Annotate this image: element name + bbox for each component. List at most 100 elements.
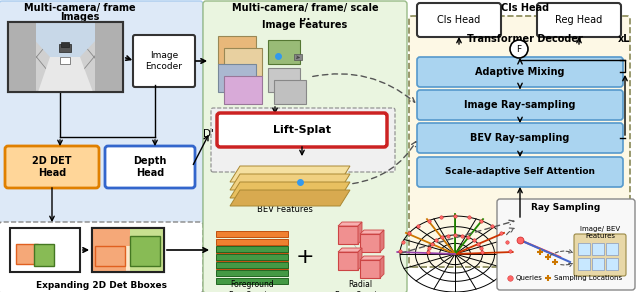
Text: BEV Features: BEV Features [257,206,313,215]
Text: Reg Head: Reg Head [556,15,603,25]
Bar [578,243,590,255]
Bar [224,76,262,104]
Bar [95,246,125,266]
Bar [92,228,164,272]
Text: Sampling Locations: Sampling Locations [554,275,622,281]
Text: Depth
Head: Depth Head [133,156,166,178]
Polygon shape [230,174,350,190]
Bar [8,22,123,92]
Text: Cls Head: Cls Head [437,15,481,25]
FancyBboxPatch shape [417,90,623,120]
Bar [216,263,288,269]
Text: Images: Images [60,12,100,22]
Polygon shape [18,22,113,57]
Bar [216,278,288,284]
Polygon shape [358,248,362,270]
Bar [268,68,300,92]
FancyBboxPatch shape [203,1,407,292]
Bar [578,258,590,270]
Polygon shape [230,182,350,198]
Bar [216,239,288,245]
Polygon shape [360,230,384,234]
Bar [360,260,380,278]
FancyBboxPatch shape [217,113,387,147]
Polygon shape [358,222,362,244]
Text: Image Ray-sampling: Image Ray-sampling [464,100,576,110]
FancyBboxPatch shape [574,234,626,276]
Text: ...: ... [300,12,310,22]
Polygon shape [380,256,384,278]
Text: xL: xL [618,34,630,44]
Bar [16,244,38,264]
FancyBboxPatch shape [105,146,195,188]
FancyBboxPatch shape [417,157,623,187]
Bar [216,247,288,253]
Text: F: F [516,44,522,53]
Text: Multi-camera/ frame/ scale: Multi-camera/ frame/ scale [232,3,378,13]
Bar [10,228,80,272]
Text: Radial
Base Queries: Radial Base Queries [335,280,385,292]
Text: Adaptive Mixing: Adaptive Mixing [476,67,564,77]
Bar [606,258,618,270]
Text: BEV Ray-sampling: BEV Ray-sampling [470,133,570,143]
Text: Lift-Splat: Lift-Splat [273,125,331,135]
Bar [218,64,256,92]
FancyBboxPatch shape [417,3,501,37]
Text: Foreground
Ray Queries: Foreground Ray Queries [229,280,275,292]
Circle shape [510,40,528,58]
Bar [92,228,164,246]
Text: 2D DET
Head: 2D DET Head [32,156,72,178]
Bar [218,36,256,64]
Bar [274,80,306,104]
FancyBboxPatch shape [0,222,203,292]
FancyBboxPatch shape [211,108,395,172]
Bar [216,231,288,237]
Bar [294,54,302,60]
Bar [216,270,288,276]
Bar [60,57,70,64]
FancyBboxPatch shape [133,35,195,87]
Bar [92,228,126,272]
Bar [360,234,380,252]
FancyBboxPatch shape [497,199,635,290]
Polygon shape [338,248,362,252]
Bar [59,44,71,52]
Bar [8,22,123,92]
Text: Queries: Queries [516,275,543,281]
Text: Image
Encoder: Image Encoder [145,51,182,71]
Bar [34,244,54,266]
Text: Transformer Decoder: Transformer Decoder [467,34,583,44]
Bar [216,262,288,268]
Bar [606,243,618,255]
Polygon shape [38,57,93,92]
FancyBboxPatch shape [417,123,623,153]
Bar [216,254,288,260]
Bar [130,228,164,272]
Bar [61,42,69,47]
Text: Ray Sampling: Ray Sampling [531,204,600,213]
FancyBboxPatch shape [0,1,203,225]
Text: Scale-adaptive Self Attention: Scale-adaptive Self Attention [445,168,595,176]
Text: Image Features: Image Features [262,20,348,30]
Bar [338,252,358,270]
Text: +: + [296,247,314,267]
Bar [216,255,288,261]
Polygon shape [230,166,350,182]
Polygon shape [380,230,384,252]
Bar [268,40,300,64]
Bar [95,22,123,92]
FancyBboxPatch shape [409,16,630,267]
Bar [92,228,164,272]
Polygon shape [360,256,384,260]
Bar [338,226,358,244]
Bar [224,48,262,76]
Text: Multi-camera/ frame: Multi-camera/ frame [24,3,136,13]
Bar [8,22,36,92]
FancyBboxPatch shape [537,3,621,37]
Polygon shape [338,222,362,226]
Text: Cls Head: Cls Head [501,3,549,13]
Text: Expanding 2D Det Bboxes: Expanding 2D Det Bboxes [35,281,166,289]
Text: Image/ BEV
Features: Image/ BEV Features [580,225,620,239]
Bar [592,243,604,255]
Polygon shape [230,190,350,206]
